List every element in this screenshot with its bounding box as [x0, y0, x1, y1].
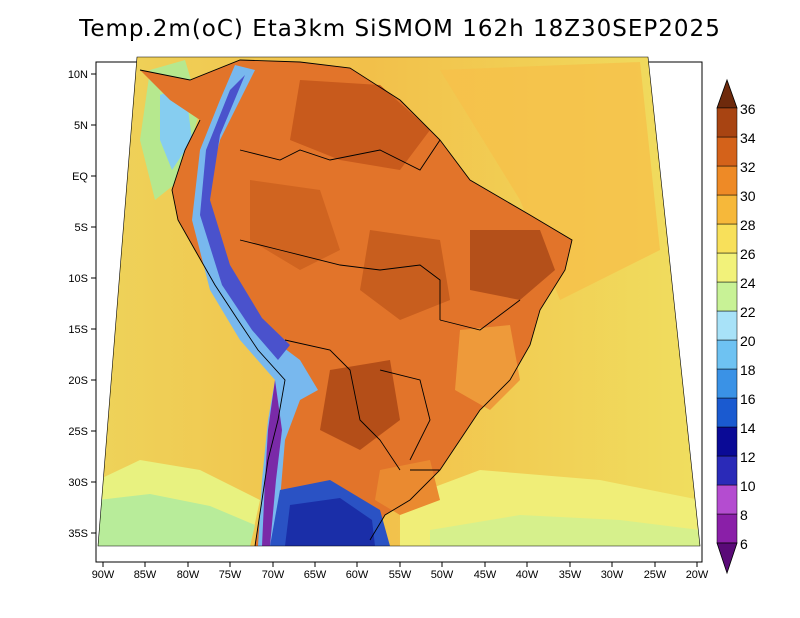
x-tick-label: 35W	[559, 569, 582, 581]
pacific-cold-band	[98, 494, 255, 546]
coastline-west	[171, 119, 286, 547]
colorbar-label: 8	[740, 507, 748, 523]
colorbar-label: 20	[740, 333, 756, 349]
andes-cold-core	[200, 75, 290, 360]
y-tick-label: EQ	[72, 171, 88, 183]
x-tick-label: 45W	[474, 569, 497, 581]
border-argentina	[284, 339, 401, 471]
x-tick-label: 40W	[516, 569, 539, 581]
y-axis: 10N 5N EQ 5S 10S 15S 20S 25S 30S 35S	[68, 69, 96, 540]
x-tick-label: 20W	[686, 569, 709, 581]
x-tick-label: 80W	[177, 569, 200, 581]
y-tick-label: 35S	[68, 528, 88, 540]
atlantic-cold-band	[430, 515, 700, 546]
x-tick-label: 85W	[134, 569, 157, 581]
x-axis: 90W 85W 80W 75W 70W 65W 60W 55W 50W 45W …	[92, 562, 709, 581]
x-tick-label: 30W	[601, 569, 624, 581]
y-tick-label: 30S	[68, 477, 88, 489]
colorbar-label: 6	[740, 536, 748, 552]
colorbar-label: 12	[740, 449, 756, 465]
colorbar-swatch	[716, 368, 738, 399]
x-tick-label: 55W	[389, 569, 412, 581]
colorbar-swatch	[716, 426, 738, 457]
patagonia-colder	[285, 498, 375, 546]
y-tick-label: 5N	[74, 120, 88, 132]
x-tick-label: 25W	[644, 569, 667, 581]
border-north	[239, 139, 441, 171]
border-paraguay	[379, 369, 431, 461]
colorbar-bottom-arrow	[716, 542, 738, 575]
colorbar-label: 18	[740, 362, 756, 378]
colorbar-label: 10	[740, 478, 756, 494]
colorbar-swatch	[716, 194, 738, 225]
cooler-southeast-highlands	[455, 325, 520, 410]
x-tick-label: 75W	[219, 569, 242, 581]
atlantic-warm-band	[440, 62, 660, 300]
y-tick-label: 5S	[75, 222, 88, 234]
cooler-south-brazil	[375, 460, 440, 515]
x-tick-label: 65W	[304, 569, 327, 581]
hot-patch-central	[360, 230, 450, 320]
colorbar-label: 22	[740, 304, 756, 320]
temperature-field	[98, 57, 700, 546]
y-tick-label: 10N	[68, 69, 88, 81]
colorbar: 6 8 10 12 14 16 18 20 22 24 26 28 30 32 …	[716, 78, 756, 575]
hot-patch-guianas	[290, 80, 430, 170]
colorbar-swatch	[716, 165, 738, 196]
hot-patch-northeast	[470, 230, 555, 300]
colorbar-label: 34	[740, 130, 756, 146]
x-tick-label: 50W	[431, 569, 454, 581]
colorbar-label: 16	[740, 391, 756, 407]
y-tick-label: 10S	[68, 273, 88, 285]
colorbar-swatch	[716, 455, 738, 486]
colorbar-swatch	[716, 513, 738, 544]
colorbar-swatch	[716, 136, 738, 167]
colorbar-swatch	[716, 223, 738, 254]
colorbar-label: 36	[740, 101, 756, 117]
colorbar-swatch	[716, 281, 738, 312]
colorbar-swatch	[716, 252, 738, 283]
hot-patch-chaco	[320, 360, 400, 450]
hot-patch-amazon	[250, 180, 340, 270]
colorbar-swatch	[716, 484, 738, 515]
colorbar-label: 26	[740, 246, 756, 262]
colorbar-label: 24	[740, 275, 756, 291]
colorbar-label: 28	[740, 217, 756, 233]
coastline-east	[139, 59, 573, 541]
colorbar-swatch	[716, 339, 738, 370]
country-borders	[139, 59, 573, 547]
colorbar-swatch	[716, 397, 738, 428]
border-state	[439, 299, 521, 331]
colorbar-swatch	[716, 310, 738, 341]
y-tick-label: 15S	[68, 324, 88, 336]
colorbar-swatch	[716, 107, 738, 138]
colorbar-label: 14	[740, 420, 756, 436]
y-tick-label: 25S	[68, 426, 88, 438]
x-tick-label: 70W	[262, 569, 285, 581]
south-america-land	[140, 60, 572, 546]
x-tick-label: 60W	[346, 569, 369, 581]
colorbar-label: 32	[740, 159, 756, 175]
andes-coldest-core	[262, 380, 282, 546]
domain-outline	[97, 56, 701, 547]
andes-cool-ridge	[192, 65, 318, 546]
map-title: Temp.2m(oC) Eta3km SiSMOM 162h 18Z30SEP2…	[79, 16, 721, 42]
x-tick-label: 90W	[92, 569, 115, 581]
colorbar-label: 30	[740, 188, 756, 204]
y-tick-label: 20S	[68, 375, 88, 387]
border-bolivia-brazil	[239, 239, 441, 320]
colorbar-top-arrow	[716, 78, 738, 109]
